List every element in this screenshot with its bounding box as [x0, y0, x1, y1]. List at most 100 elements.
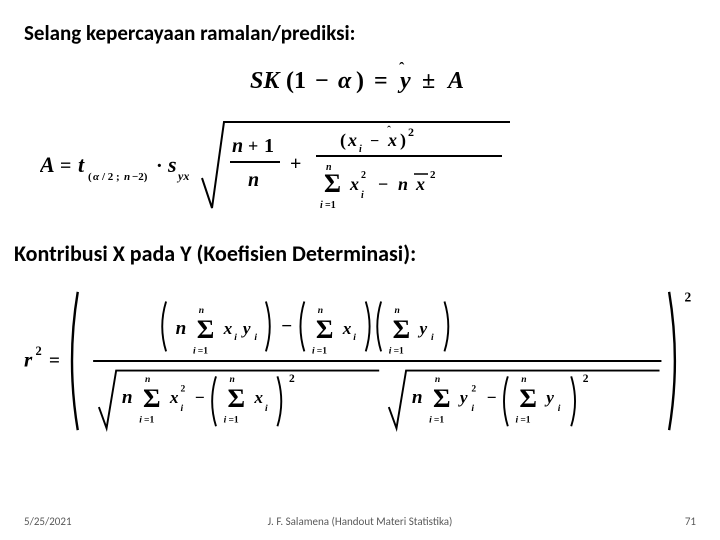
svg-text:1: 1	[264, 135, 274, 157]
svg-text:−: −	[315, 68, 329, 94]
heading-determination: Kontribusi X pada Y (Koefisien Determina…	[14, 240, 696, 267]
svg-text:i: i	[361, 190, 364, 201]
svg-text:n: n	[248, 169, 259, 191]
svg-text:Σ: Σ	[433, 383, 451, 413]
footer-date: 5/25/2021	[24, 515, 72, 528]
svg-text:i: i	[353, 332, 356, 343]
svg-text:x: x	[349, 174, 359, 194]
svg-text:Σ: Σ	[316, 314, 334, 344]
svg-text:i: i	[265, 403, 268, 414]
svg-text:i: i	[516, 414, 519, 425]
svg-text:=1: =1	[198, 345, 208, 356]
svg-text:i: i	[320, 200, 323, 211]
svg-text:ˆ: ˆ	[399, 60, 405, 77]
svg-text:2: 2	[289, 373, 295, 385]
svg-text:·: ·	[156, 155, 163, 177]
svg-text:=1: =1	[394, 345, 404, 356]
svg-text:n: n	[435, 374, 440, 385]
svg-text:n: n	[318, 305, 323, 316]
svg-text:−: −	[195, 388, 205, 407]
svg-text:y: y	[241, 319, 251, 338]
svg-text:=: =	[374, 68, 388, 94]
svg-text:n: n	[122, 387, 133, 408]
svg-text:n: n	[232, 135, 243, 157]
svg-text:−: −	[487, 388, 497, 407]
svg-text:n: n	[398, 174, 408, 194]
svg-text:±: ±	[422, 68, 435, 94]
svg-text:A: A	[40, 152, 55, 177]
svg-text:2: 2	[180, 384, 185, 395]
svg-text:x: x	[253, 388, 263, 407]
svg-text:2: 2	[408, 125, 414, 139]
svg-text:Σ: Σ	[519, 383, 537, 413]
svg-text:i: i	[312, 345, 315, 356]
svg-text:i: i	[180, 403, 183, 414]
svg-text:(: (	[340, 130, 346, 151]
svg-text:i: i	[139, 414, 142, 425]
heading-prediction-interval: Selang kepercayaan ramalan/prediksi:	[24, 20, 696, 46]
svg-text:i: i	[431, 332, 434, 343]
svg-text:α: α	[93, 171, 100, 183]
svg-text:+: +	[248, 136, 258, 156]
svg-text:Σ: Σ	[197, 314, 215, 344]
svg-text:i: i	[254, 332, 257, 343]
svg-text:2: 2	[583, 373, 589, 385]
svg-text:i: i	[471, 403, 474, 414]
svg-text:/ 2 ;: / 2 ;	[101, 171, 120, 183]
svg-text:x: x	[342, 319, 352, 338]
svg-text:i: i	[224, 414, 227, 425]
svg-text:x: x	[347, 130, 357, 150]
svg-text:Σ: Σ	[143, 383, 161, 413]
footer-page: 71	[685, 515, 696, 528]
svg-text:=1: =1	[434, 414, 444, 425]
formula-a: A = t ( α / 2 ; n −2) · s yx n + 1 n	[24, 110, 696, 230]
svg-text:=1: =1	[520, 414, 530, 425]
formula-sk: SK (1 − α ) = y ˆ ± A	[24, 60, 696, 100]
svg-text:=: =	[60, 155, 71, 177]
svg-text:i: i	[558, 403, 561, 414]
svg-text:=1: =1	[317, 345, 327, 356]
svg-text:=: =	[49, 351, 60, 372]
svg-text:x: x	[223, 319, 233, 338]
svg-text:i: i	[429, 414, 432, 425]
svg-text:α: α	[338, 68, 352, 94]
svg-text:n: n	[124, 171, 130, 183]
svg-text:Σ: Σ	[324, 169, 341, 198]
slide: Selang kepercayaan ramalan/prediksi: SK …	[0, 0, 720, 540]
svg-text:Σ: Σ	[393, 314, 411, 344]
svg-text:+: +	[290, 153, 301, 175]
svg-text:−: −	[281, 316, 292, 337]
svg-text:−: −	[370, 133, 379, 150]
svg-text:n: n	[521, 374, 526, 385]
svg-text:n: n	[176, 318, 187, 339]
svg-text:): )	[356, 68, 364, 94]
svg-text:n: n	[326, 162, 332, 173]
svg-text:ˆ: ˆ	[387, 123, 391, 137]
footer: 5/25/2021 J. F. Salamena (Handout Materi…	[0, 515, 720, 528]
svg-text:y: y	[418, 319, 428, 338]
svg-text:2: 2	[471, 384, 476, 395]
svg-text:x: x	[415, 174, 425, 194]
svg-text:i: i	[359, 144, 362, 155]
svg-text:): )	[400, 130, 406, 151]
svg-text:2: 2	[361, 170, 366, 181]
svg-text:n: n	[395, 305, 400, 316]
svg-text:2: 2	[430, 169, 436, 181]
svg-text:i: i	[389, 345, 392, 356]
svg-text:x: x	[169, 388, 179, 407]
svg-text:A: A	[446, 68, 464, 94]
svg-text:y: y	[544, 388, 554, 407]
svg-text:Σ: Σ	[228, 383, 246, 413]
svg-text:r: r	[24, 348, 33, 372]
formula-r2: r 2 = 2 n Σ n i=1 x i y i	[24, 281, 696, 441]
svg-text:=1: =1	[325, 200, 336, 211]
svg-text:n: n	[229, 374, 234, 385]
svg-text:=1: =1	[228, 414, 238, 425]
svg-text:n: n	[145, 374, 150, 385]
svg-text:2: 2	[684, 289, 691, 304]
svg-text:(1: (1	[286, 68, 306, 94]
svg-text:y: y	[458, 388, 468, 407]
svg-text:−2): −2)	[132, 171, 148, 183]
svg-text:yx: yx	[176, 169, 189, 183]
svg-text:n: n	[199, 305, 204, 316]
